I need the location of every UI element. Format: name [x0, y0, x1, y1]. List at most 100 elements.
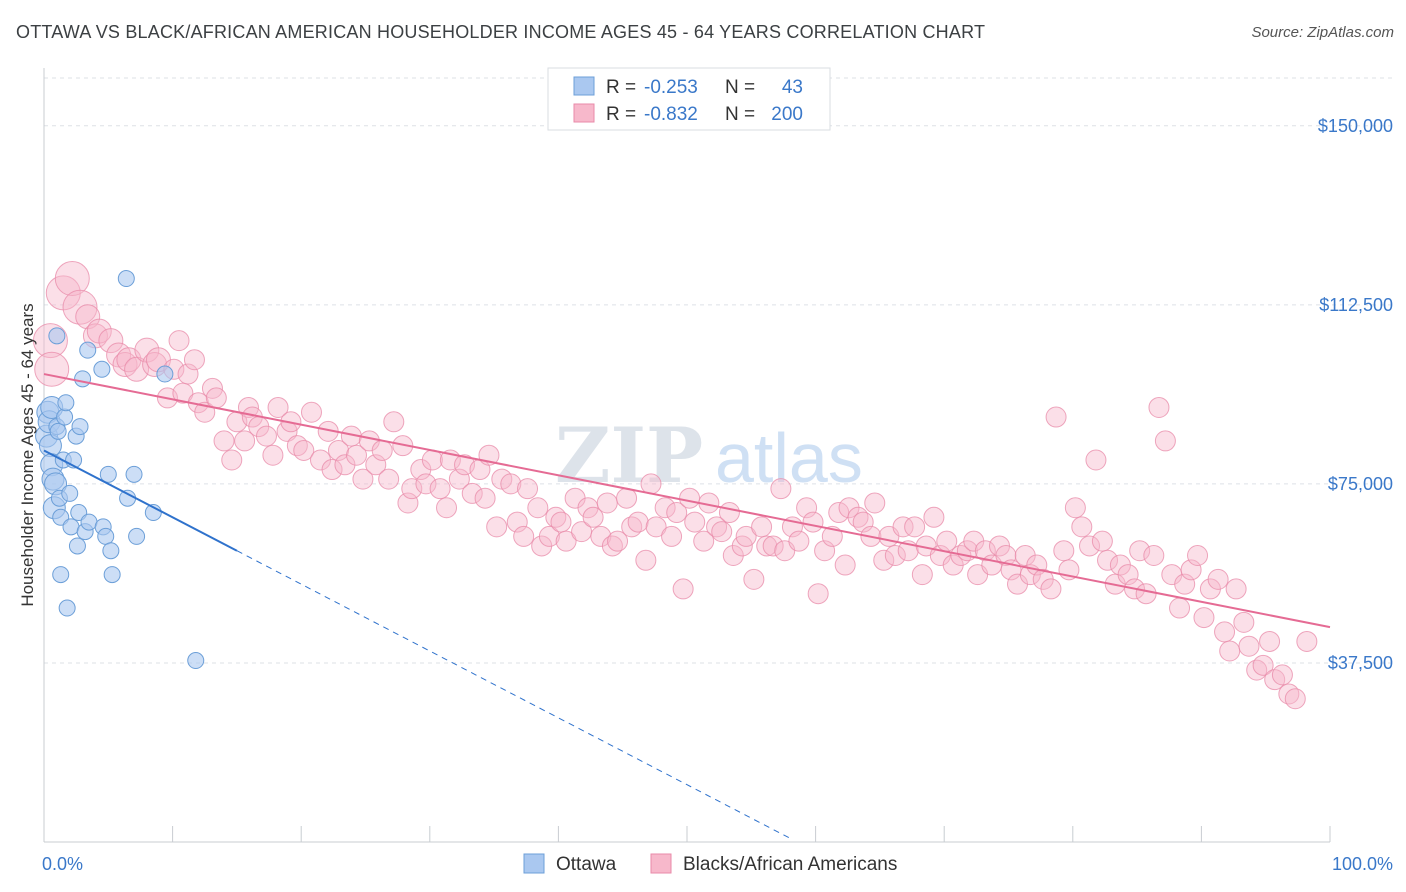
blacks-point	[34, 351, 70, 387]
blacks-point	[821, 525, 843, 547]
blacks-point	[383, 411, 405, 433]
ottawa-point	[102, 542, 120, 560]
blacks-point	[327, 439, 349, 461]
blacks-point	[770, 478, 792, 500]
ottawa-point	[52, 566, 70, 584]
blacks-point	[300, 401, 322, 423]
blacks-point	[627, 511, 649, 533]
legend-n-value-blacks: 200	[771, 104, 803, 125]
blacks-point	[666, 502, 688, 524]
ottawa-point	[128, 527, 146, 545]
ottawa-point	[48, 327, 66, 345]
ottawa-point	[74, 370, 92, 388]
blacks-point	[864, 492, 886, 514]
blacks-point	[1219, 640, 1241, 662]
ottawa-trend-line	[43, 449, 238, 552]
blacks-point	[221, 449, 243, 471]
ottawa-point	[62, 518, 80, 536]
correlation-legend: R = -0.253 N = 43 R = -0.832 N = 200	[547, 67, 831, 131]
watermark-atlas: atlas	[715, 419, 863, 497]
blacks-point	[995, 545, 1017, 566]
blacks-point	[1143, 545, 1165, 566]
chart-title: OTTAWA VS BLACK/AFRICAN AMERICAN HOUSEHO…	[16, 22, 986, 42]
blacks-point	[1154, 430, 1176, 452]
blacks-point	[345, 444, 367, 466]
blacks-point	[884, 545, 906, 566]
chart-source: Source: ZipAtlas.com	[1251, 24, 1394, 41]
blacks-point	[635, 549, 657, 571]
blacks-point	[1187, 545, 1209, 566]
ottawa-point	[99, 465, 117, 483]
x-tick-labels: 0.0% 100.0%	[42, 854, 1393, 874]
legend-swatch-blacks	[573, 103, 595, 123]
blacks-point	[640, 473, 662, 495]
blacks-point	[1135, 583, 1157, 605]
blacks-point	[607, 530, 629, 552]
ottawa-point	[80, 513, 98, 531]
legend-box	[547, 67, 831, 131]
series-legend: Ottawa Blacks/African Americans	[523, 853, 897, 875]
legend-r-value-ottawa: -0.253	[644, 77, 698, 98]
blacks-point	[234, 430, 256, 452]
blacks-point	[616, 487, 638, 509]
blacks-point	[365, 454, 387, 476]
legend-r-label-blacks: R =	[606, 104, 636, 125]
blacks-point	[788, 530, 810, 552]
blacks-point	[911, 564, 933, 586]
ottawa-point	[71, 418, 89, 436]
blacks-trend-line	[43, 373, 1331, 629]
blacks-point	[892, 516, 914, 538]
ottawa-point	[117, 270, 135, 288]
blacks-point	[213, 430, 235, 452]
blacks-point	[421, 449, 443, 471]
blacks-point	[550, 511, 572, 533]
blacks-point	[401, 478, 423, 500]
blacks-point	[1085, 449, 1107, 471]
ottawa-point	[119, 489, 137, 507]
y-axis-title: Householder Income Ages 45 - 64 years	[18, 303, 37, 606]
blacks-point	[371, 439, 393, 461]
blacks-point	[255, 425, 277, 447]
blacks-point	[582, 506, 604, 528]
x-tick-label-start: 0.0%	[42, 854, 83, 874]
blacks-point	[555, 530, 577, 552]
blacks-point	[448, 468, 470, 490]
blacks-point	[486, 516, 508, 538]
legend-r-value-blacks: -0.832	[644, 104, 698, 125]
blacks-point	[802, 511, 824, 533]
blacks-point	[1233, 611, 1255, 633]
ottawa-point	[79, 341, 97, 359]
blacks-point	[1053, 540, 1075, 562]
bottom-legend-label-blacks: Blacks/African Americans	[683, 854, 897, 875]
blacks-point	[378, 468, 400, 490]
ottawa-point	[187, 652, 205, 670]
blacks-point	[672, 578, 694, 600]
ottawa-point	[58, 599, 76, 617]
blacks-point	[735, 525, 757, 547]
ottawa-point	[103, 566, 121, 584]
blacks-point	[168, 330, 190, 352]
blacks-point	[1180, 559, 1202, 581]
series-ottawa-points	[35, 270, 205, 670]
ottawa-point	[57, 394, 75, 412]
blacks-point	[506, 511, 528, 533]
blacks-point	[661, 525, 683, 547]
legend-n-label-blacks: N =	[725, 104, 755, 125]
legend-n-label-ottawa: N =	[725, 77, 755, 98]
blacks-point	[1129, 540, 1151, 562]
blacks-point	[98, 328, 124, 354]
blacks-point	[1079, 535, 1101, 557]
blacks-point	[436, 497, 458, 519]
blacks-point	[756, 535, 778, 557]
blacks-point	[1252, 654, 1274, 676]
blacks-point	[1040, 578, 1062, 600]
ottawa-point	[61, 484, 79, 502]
blacks-point	[1174, 573, 1196, 595]
blacks-point	[1296, 630, 1318, 652]
blacks-point	[500, 473, 522, 495]
ottawa-point	[68, 537, 86, 555]
blacks-point	[679, 487, 701, 509]
ottawa-point	[125, 465, 143, 483]
blacks-point	[873, 549, 895, 571]
